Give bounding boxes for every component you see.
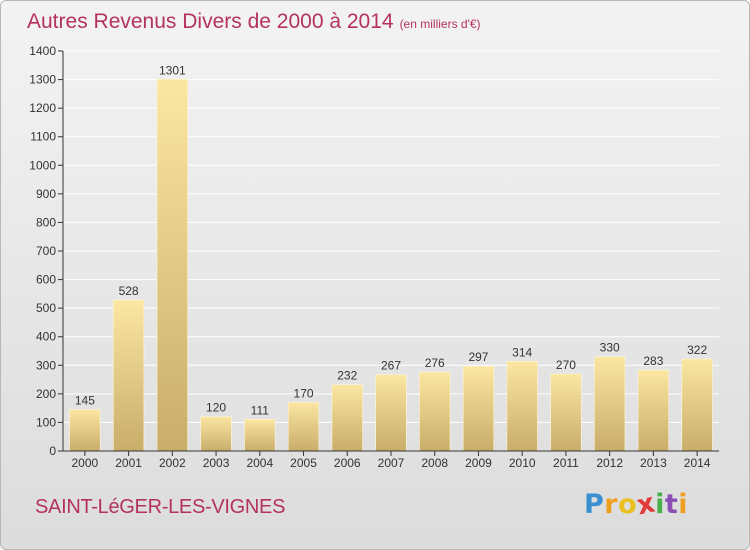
logo-letter: r — [604, 489, 619, 520]
x-tick-label-2010: 2010 — [509, 456, 536, 470]
y-tick-label: 400 — [36, 330, 56, 344]
data-label-2008: 276 — [425, 356, 445, 370]
data-label-2006: 232 — [337, 369, 357, 383]
logo-letter: P — [584, 489, 605, 520]
chart-title-unit: (en milliers d'€) — [399, 17, 481, 31]
commune-name: SAINT-LéGER-LES-VIGNES — [35, 496, 286, 518]
bar-2006 — [331, 384, 363, 452]
chart-title: Autres Revenus Divers de 2000 à 2014 (en … — [27, 10, 481, 34]
x-tick-label-2005: 2005 — [290, 456, 317, 470]
x-tick-label-2001: 2001 — [115, 456, 142, 470]
x-tick-label-2011: 2011 — [553, 456, 579, 470]
data-label-2012: 330 — [600, 341, 620, 355]
bar-2013 — [637, 369, 670, 452]
data-label-2001: 528 — [119, 284, 139, 298]
chart-title-text: Autres Revenus Divers de 2000 à 2014 — [27, 10, 394, 33]
x-tick-label-2007: 2007 — [378, 456, 405, 470]
y-tick-label: 1400 — [29, 44, 56, 58]
y-tick-label: 900 — [36, 187, 56, 201]
bar-2012 — [594, 356, 626, 452]
x-tick-label-2012: 2012 — [596, 456, 623, 470]
x-tick-label-2014: 2014 — [684, 456, 711, 470]
bar-2001 — [112, 299, 145, 452]
x-tick-label-2009: 2009 — [465, 456, 492, 470]
x-tick-label-2013: 2013 — [640, 456, 667, 470]
data-label-2011: 270 — [556, 358, 576, 372]
data-labels: 145 528 1301 120 111 170 232 267 276 297 314 270 330… — [75, 63, 708, 417]
data-label-2009: 297 — [468, 350, 488, 364]
bar-2010 — [506, 360, 538, 452]
y-tick-label: 300 — [36, 358, 56, 372]
data-label-2007: 267 — [381, 359, 401, 373]
bar-2009 — [462, 365, 495, 452]
y-tick-label: 1000 — [29, 158, 56, 172]
bar-2005 — [287, 402, 320, 452]
bars — [69, 78, 713, 452]
x-tick-label-2000: 2000 — [72, 456, 99, 470]
x-tick-label-2004: 2004 — [246, 456, 273, 470]
y-tick-label: 800 — [36, 215, 56, 229]
y-tick-label: 700 — [36, 244, 56, 258]
data-label-2005: 170 — [294, 386, 314, 400]
data-label-2004: 111 — [251, 403, 270, 417]
data-label-2010: 314 — [512, 345, 532, 359]
logo-letter: i — [678, 489, 689, 520]
y-tick-label: 1300 — [29, 73, 56, 87]
y-tick-label: 1200 — [29, 101, 56, 115]
x-tick-label-2003: 2003 — [203, 456, 230, 470]
bar-2011 — [550, 373, 582, 452]
y-tick-label: 200 — [36, 387, 56, 401]
logo-letter: o — [618, 489, 638, 520]
axes: 0 100 200 300 400 500 600 700 800 900 1000 1100 1200… — [29, 44, 719, 470]
x-tick-label-2006: 2006 — [334, 456, 361, 470]
bar-2004 — [244, 418, 276, 452]
y-tick-label: 0 — [49, 444, 56, 458]
data-label-2002: 1301 — [159, 63, 186, 77]
y-tick-label: 1100 — [30, 130, 56, 144]
logo-letter: t — [664, 489, 679, 520]
bar-2014 — [681, 358, 713, 452]
x-tick-label-2008: 2008 — [421, 456, 448, 470]
data-label-2003: 120 — [206, 401, 226, 415]
logo-letter: i — [655, 489, 665, 520]
bar-2008 — [419, 371, 451, 452]
proxiti-logo[interactable]: Proxiti — [584, 487, 689, 521]
y-tick-label: 100 — [36, 415, 56, 429]
data-label-2000: 145 — [75, 394, 95, 408]
y-tick-label: 500 — [36, 301, 56, 315]
bar-2003 — [200, 416, 232, 452]
data-label-2013: 283 — [643, 354, 663, 368]
bar-2007 — [375, 374, 407, 452]
x-tick-label-2002: 2002 — [159, 456, 186, 470]
y-tick-label: 600 — [36, 273, 56, 287]
data-label-2014: 322 — [687, 343, 707, 357]
bar-2000 — [69, 409, 101, 452]
bar-2002 — [156, 78, 188, 452]
